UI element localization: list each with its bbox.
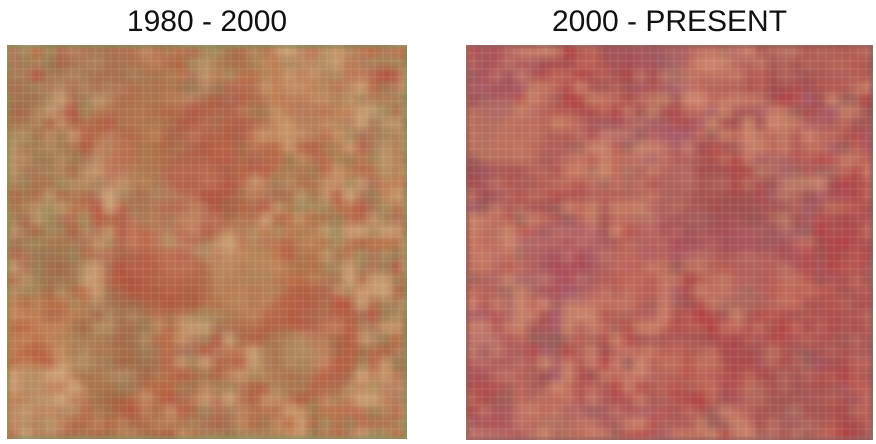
mosaic-texture-1980-2000 [7,45,407,439]
mosaic-image-1980-2000 [7,45,407,439]
panel-title-1980-2000: 1980 - 2000 [126,5,288,38]
panel-title-2000-present: 2000 - PRESENT [551,5,788,38]
mosaic-texture-2000-present [466,45,873,440]
mosaic-image-2000-present [466,45,873,440]
